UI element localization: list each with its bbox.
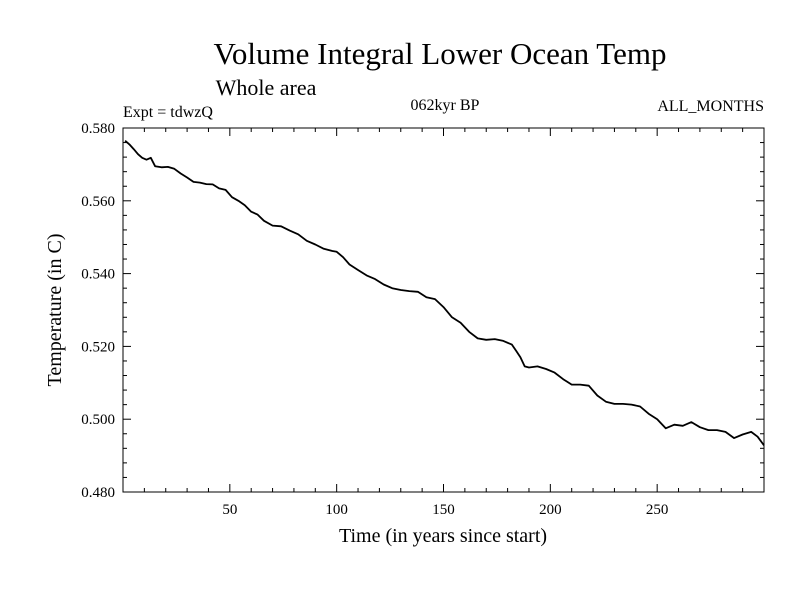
y-tick-label: 0.500 (81, 412, 115, 428)
plot-frame (122, 127, 765, 493)
y-tick-label: 0.520 (81, 339, 115, 355)
series-line (124, 140, 765, 446)
x-axis-label: Time (in years since start) (339, 525, 547, 547)
x-tick-label: 100 (325, 502, 348, 518)
y-axis-label: Temperature (in C) (44, 234, 66, 387)
x-tick-label: 200 (539, 502, 562, 518)
y-tick-label: 0.560 (81, 194, 115, 210)
y-tick-label: 0.580 (81, 121, 115, 137)
axis-tick-labels: 50 100 150 200 250 0.480 0.500 0.520 0.540 0.560 0… (81, 121, 668, 518)
y-tick-label: 0.540 (81, 267, 115, 283)
x-tick-label: 150 (432, 502, 455, 518)
period-label: 062kyr BP (411, 97, 480, 114)
chart-title: Volume Integral Lower Ocean Temp (214, 36, 667, 71)
experiment-label: Expt = tdwzQ (123, 104, 213, 121)
y-tick-label: 0.480 (81, 485, 115, 501)
axis-ticks (123, 128, 764, 492)
x-tick-label: 50 (222, 502, 237, 518)
months-label: ALL_MONTHS (657, 98, 764, 115)
chart-subtitle: Whole area (216, 75, 317, 100)
series-layer (124, 140, 765, 446)
x-tick-label: 250 (646, 502, 669, 518)
